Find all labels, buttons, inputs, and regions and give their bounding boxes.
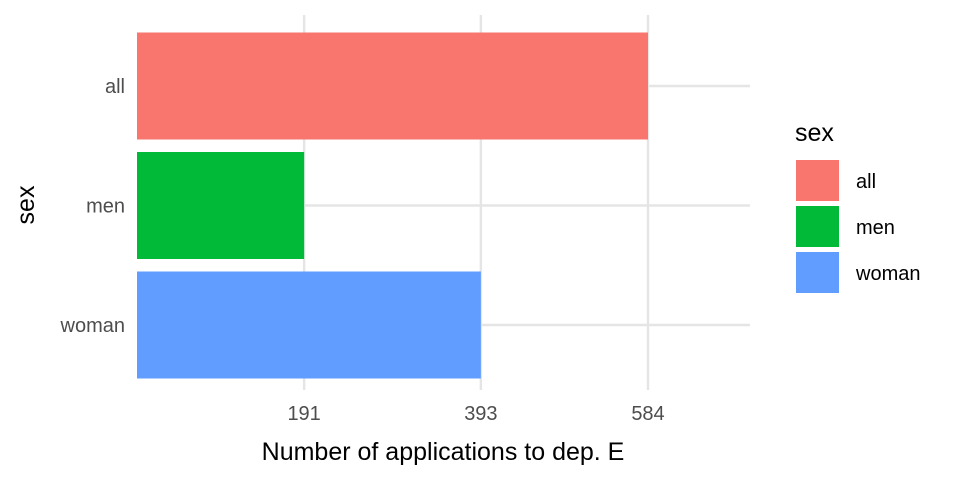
- bar-all: [137, 32, 648, 140]
- y-tick-label: all: [105, 76, 125, 98]
- y-tick-label: men: [86, 196, 125, 218]
- bars: [137, 32, 648, 379]
- y-axis-title: sex: [12, 185, 40, 224]
- y-tick-labels: all men woman: [60, 76, 125, 337]
- legend-items: all men woman: [796, 160, 920, 293]
- x-tick-labels: 191 393 584: [287, 403, 664, 425]
- bar-men: [137, 152, 305, 259]
- x-tick-label: 584: [631, 403, 664, 425]
- bar-woman: [137, 271, 481, 379]
- x-tick-label: 191: [287, 403, 320, 425]
- legend-swatch-men: [796, 206, 839, 247]
- legend-label: all: [856, 171, 876, 193]
- legend-label: men: [856, 217, 895, 239]
- legend-swatch-all: [796, 160, 839, 201]
- x-tick-label: 393: [464, 403, 497, 425]
- legend: sex all men woman: [795, 119, 920, 293]
- x-axis-title: Number of applications to dep. E: [262, 438, 625, 466]
- legend-label: woman: [855, 263, 920, 285]
- legend-swatch-woman: [796, 252, 839, 293]
- y-tick-label: woman: [60, 315, 125, 337]
- legend-title: sex: [795, 119, 834, 147]
